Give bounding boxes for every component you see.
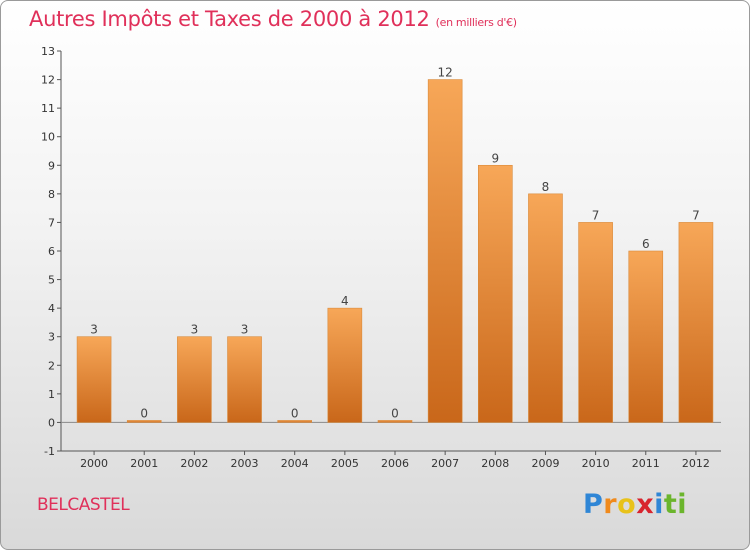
y-tick-label: 13 bbox=[41, 45, 55, 58]
data-label: 0 bbox=[291, 406, 299, 420]
x-tick-label: 2000 bbox=[80, 457, 108, 470]
bar bbox=[227, 336, 262, 423]
bar bbox=[628, 250, 664, 423]
x-tick-label: 2009 bbox=[531, 457, 559, 470]
y-tick-label: 12 bbox=[41, 74, 55, 87]
y-tick-label: 9 bbox=[48, 159, 55, 172]
data-label: 0 bbox=[391, 406, 399, 420]
y-tick-label: 10 bbox=[41, 131, 55, 144]
commune-name: BELCASTEL bbox=[37, 495, 130, 515]
data-label: 6 bbox=[642, 237, 650, 251]
x-tick-label: 2002 bbox=[180, 457, 208, 470]
bar bbox=[427, 79, 463, 423]
logo-letter: i bbox=[654, 489, 664, 520]
data-label: 12 bbox=[438, 66, 453, 80]
data-label: 7 bbox=[592, 208, 600, 222]
chart-title-text: Autres Impôts et Taxes de 2000 à 2012 bbox=[29, 7, 430, 31]
x-tick-label: 2003 bbox=[231, 457, 259, 470]
x-tick-label: 2001 bbox=[130, 457, 158, 470]
x-tick-label: 2004 bbox=[281, 457, 309, 470]
bar bbox=[126, 420, 162, 423]
bar bbox=[327, 307, 363, 423]
chart-bars: 3 0 3 3 0 4 0 12 9 8 7 6 7 bbox=[76, 66, 714, 423]
proxiti-logo: Proxiti bbox=[583, 489, 687, 520]
x-tick-label: 2010 bbox=[582, 457, 610, 470]
y-tick-label: 3 bbox=[48, 331, 55, 344]
y-tick-label: 0 bbox=[48, 416, 55, 429]
data-label: 3 bbox=[241, 323, 249, 337]
x-tick-label: 2008 bbox=[481, 457, 509, 470]
logo-letter: r bbox=[603, 489, 618, 520]
chart-subtitle: (en milliers d'€) bbox=[435, 16, 517, 29]
bar bbox=[578, 222, 613, 423]
x-tick-label: 2007 bbox=[431, 457, 459, 470]
bar bbox=[177, 336, 212, 423]
data-label: 8 bbox=[542, 180, 550, 194]
x-tick-label: 2005 bbox=[331, 457, 359, 470]
bar bbox=[478, 164, 513, 423]
logo-letter: P bbox=[583, 489, 604, 520]
bar bbox=[277, 420, 312, 423]
data-label: 7 bbox=[692, 208, 700, 222]
bar bbox=[377, 420, 413, 423]
x-tick-label: 2011 bbox=[632, 457, 660, 470]
y-tick-label: -1 bbox=[44, 445, 55, 458]
chart-title: Autres Impôts et Taxes de 2000 à 2012 (en… bbox=[29, 7, 517, 31]
bar bbox=[528, 193, 563, 423]
y-tick-label: 8 bbox=[48, 188, 55, 201]
logo-letter: o bbox=[617, 489, 637, 520]
data-label: 0 bbox=[140, 406, 148, 420]
data-label: 3 bbox=[191, 323, 199, 337]
data-label: 9 bbox=[491, 151, 499, 165]
y-tick-label: 7 bbox=[48, 216, 55, 229]
logo-letter: x bbox=[636, 489, 655, 520]
data-label: 3 bbox=[90, 323, 98, 337]
y-tick-label: 1 bbox=[48, 388, 55, 401]
y-tick-label: 6 bbox=[48, 245, 55, 258]
y-tick-label: 5 bbox=[48, 274, 55, 287]
y-tick-label: 2 bbox=[48, 359, 55, 372]
y-tick-label: 11 bbox=[41, 102, 55, 115]
bar bbox=[76, 336, 112, 423]
logo-letter: ti bbox=[663, 489, 688, 520]
y-tick-label: 4 bbox=[48, 302, 55, 315]
x-tick-label: 2006 bbox=[381, 457, 409, 470]
x-tick-label: 2012 bbox=[682, 457, 710, 470]
bar bbox=[678, 222, 714, 423]
data-label: 4 bbox=[341, 294, 349, 308]
